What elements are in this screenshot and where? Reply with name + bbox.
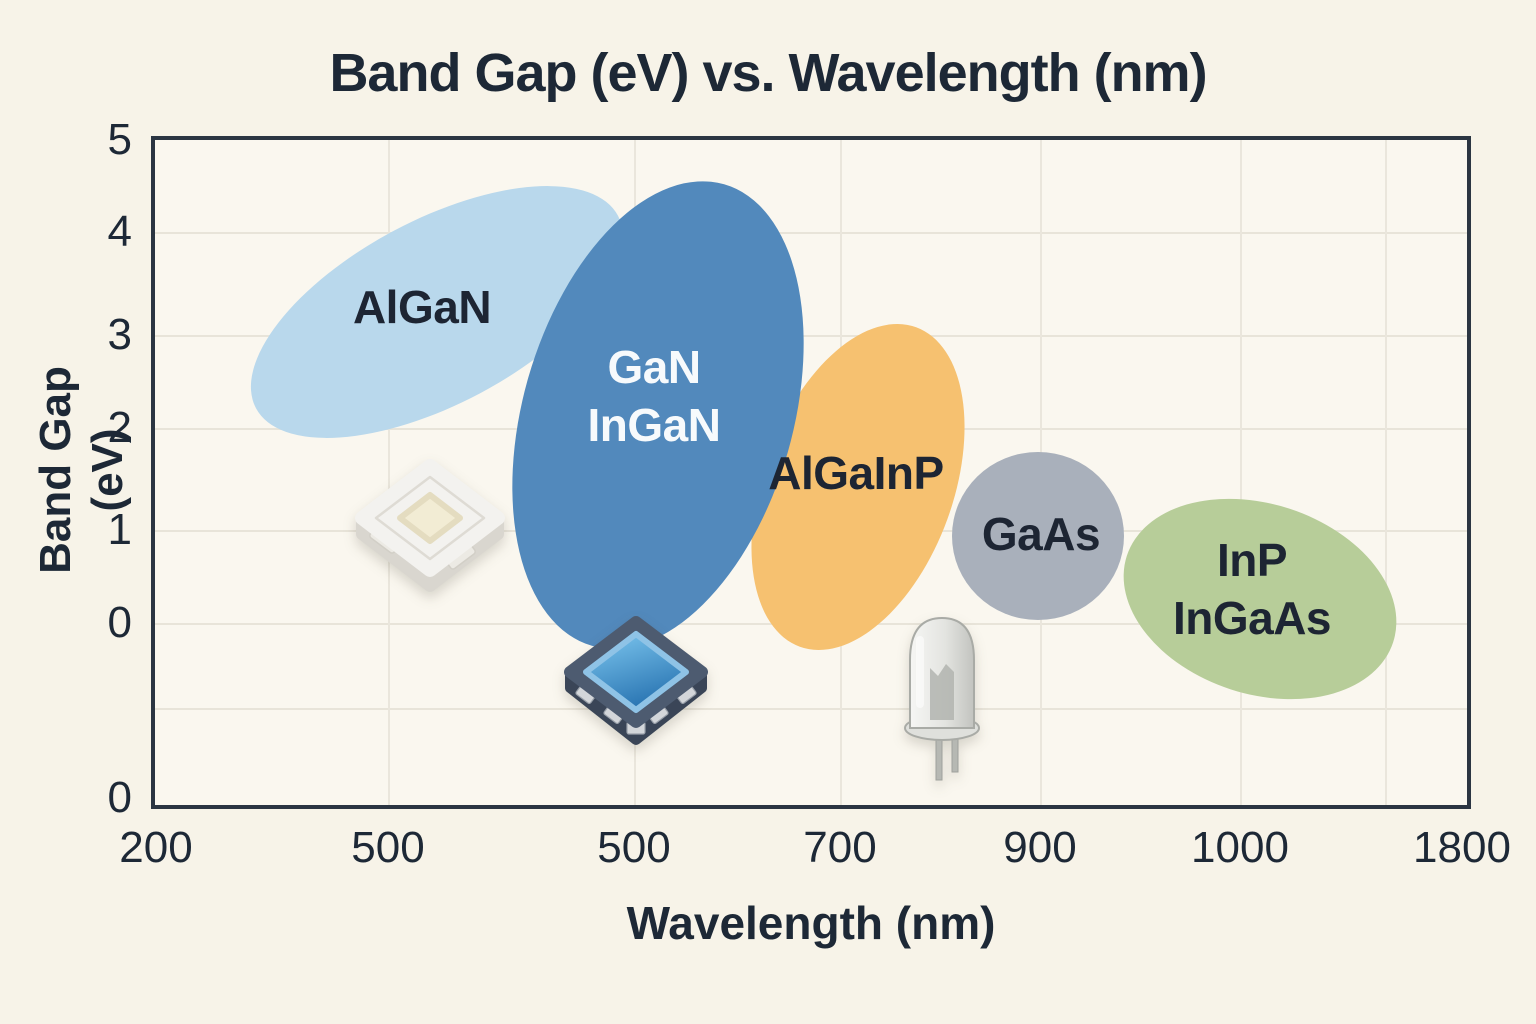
x-tick-label: 1800 (1413, 823, 1511, 872)
region-label-gan-ingan: GaN InGaN (494, 338, 814, 454)
x-tick-label: 1000 (1191, 823, 1289, 872)
y-tick-label: 2 (107, 403, 132, 452)
gridline-vertical (1385, 140, 1387, 805)
region-label-inp-ingaas: InP InGaAs (1092, 531, 1412, 647)
y-tick-label: 4 (107, 207, 132, 256)
gridline-horizontal (155, 708, 1467, 710)
chart-title: Band Gap (eV) vs. Wavelength (nm) (329, 43, 1207, 103)
region-label-line: InP (1216, 534, 1288, 586)
x-tick-label: 500 (351, 823, 425, 872)
y-axis-title: Band Gap (eV) (31, 366, 132, 574)
region-label-line: InGaN (587, 399, 721, 451)
region-label-algan: AlGaN (352, 281, 492, 333)
x-tick-label: 200 (119, 823, 193, 872)
region-label-line: InGaAs (1172, 592, 1332, 644)
blue-smd-led-icon (564, 616, 708, 745)
gridline-horizontal (155, 232, 1467, 234)
region-label-gaas: GaAs (981, 508, 1101, 560)
x-axis-title: Wavelength (nm) (626, 897, 996, 949)
white-smd-led-icon (355, 459, 505, 592)
gridline-vertical (388, 140, 390, 805)
y-tick-label: 1 (107, 505, 132, 554)
x-tick-label: 900 (1003, 823, 1077, 872)
y-tick-label: 5 (107, 115, 132, 164)
through-hole-led-icon (904, 616, 980, 781)
region-label-line: GaN (607, 341, 701, 393)
y-tick-label: 0 (107, 773, 132, 822)
region-label-algainp: AlGaInP (768, 447, 944, 499)
region-gaas (952, 452, 1124, 620)
x-tick-label: 700 (803, 823, 877, 872)
y-tick-label: 3 (107, 310, 132, 359)
x-tick-label: 500 (597, 823, 671, 872)
gridline-vertical (1240, 140, 1242, 805)
gridline-horizontal (155, 335, 1467, 337)
y-tick-label: 0 (107, 598, 132, 647)
